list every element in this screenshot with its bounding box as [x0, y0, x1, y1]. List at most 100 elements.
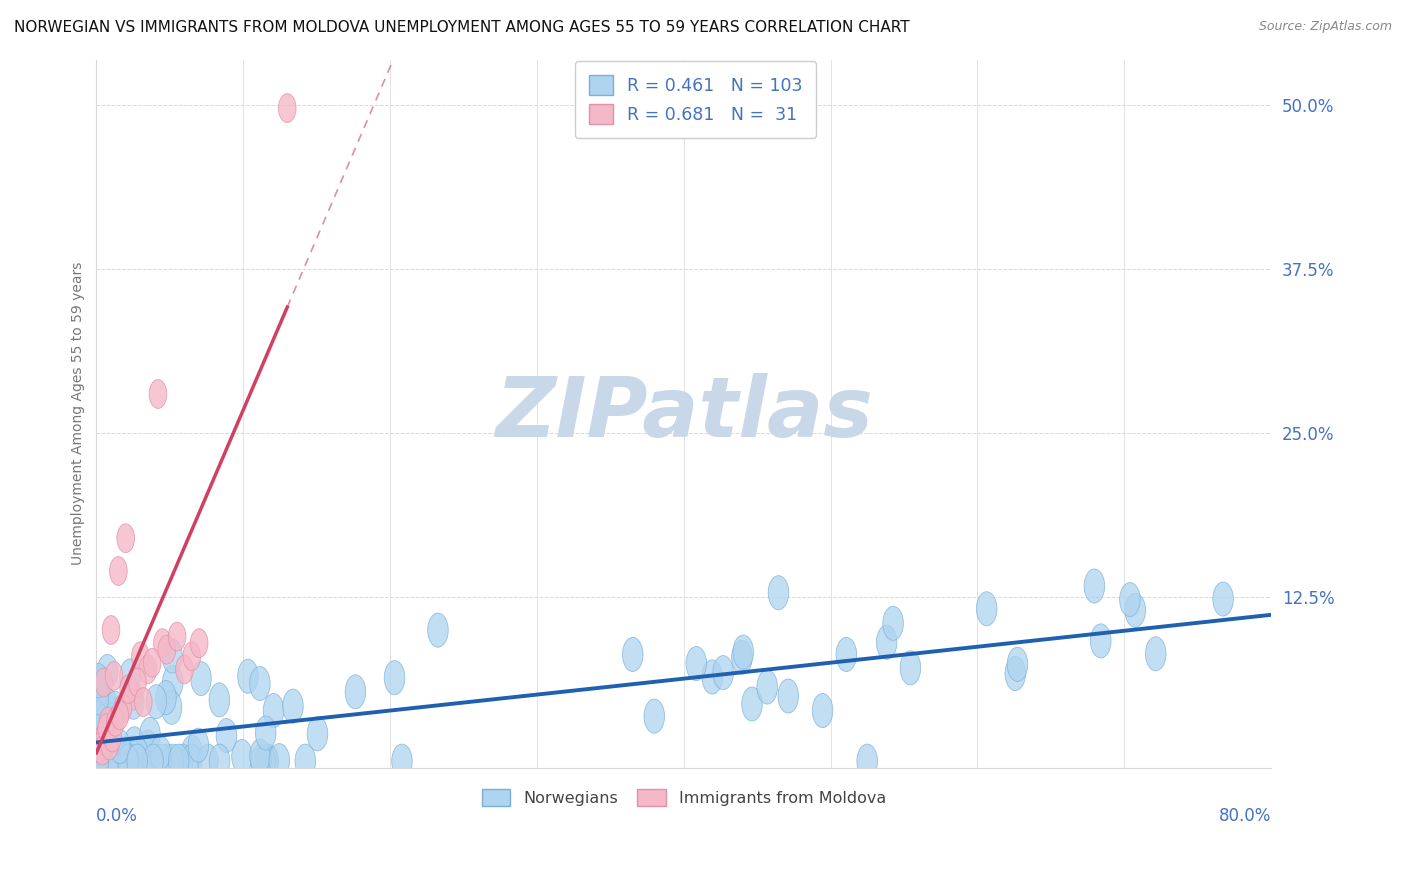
- Ellipse shape: [1213, 582, 1233, 616]
- Ellipse shape: [295, 744, 315, 778]
- Ellipse shape: [124, 727, 145, 761]
- Ellipse shape: [97, 721, 114, 749]
- Ellipse shape: [813, 693, 832, 728]
- Ellipse shape: [100, 707, 117, 736]
- Ellipse shape: [217, 718, 236, 753]
- Ellipse shape: [198, 744, 218, 778]
- Ellipse shape: [250, 739, 270, 773]
- Ellipse shape: [100, 707, 121, 741]
- Ellipse shape: [427, 613, 449, 648]
- Ellipse shape: [143, 744, 163, 778]
- Ellipse shape: [876, 625, 897, 659]
- Text: 0.0%: 0.0%: [97, 806, 138, 824]
- Ellipse shape: [1007, 648, 1028, 681]
- Ellipse shape: [139, 655, 156, 684]
- Ellipse shape: [238, 659, 259, 693]
- Ellipse shape: [153, 629, 172, 657]
- Ellipse shape: [110, 557, 127, 585]
- Ellipse shape: [138, 731, 159, 764]
- Ellipse shape: [143, 648, 160, 677]
- Ellipse shape: [191, 662, 211, 696]
- Ellipse shape: [98, 714, 115, 743]
- Ellipse shape: [163, 744, 184, 778]
- Ellipse shape: [97, 688, 118, 723]
- Ellipse shape: [104, 691, 125, 725]
- Ellipse shape: [157, 635, 176, 665]
- Ellipse shape: [152, 744, 172, 778]
- Ellipse shape: [149, 380, 167, 409]
- Ellipse shape: [257, 744, 278, 778]
- Ellipse shape: [742, 687, 762, 721]
- Ellipse shape: [100, 744, 121, 778]
- Ellipse shape: [98, 744, 120, 778]
- Ellipse shape: [124, 681, 142, 710]
- Ellipse shape: [104, 723, 121, 752]
- Ellipse shape: [283, 690, 304, 723]
- Ellipse shape: [733, 635, 754, 669]
- Ellipse shape: [209, 744, 229, 778]
- Ellipse shape: [209, 683, 229, 717]
- Ellipse shape: [132, 642, 149, 671]
- Ellipse shape: [103, 697, 124, 731]
- Ellipse shape: [157, 744, 177, 778]
- Ellipse shape: [87, 744, 107, 778]
- Ellipse shape: [188, 728, 208, 763]
- Ellipse shape: [731, 640, 752, 674]
- Ellipse shape: [118, 744, 139, 778]
- Ellipse shape: [183, 642, 201, 671]
- Ellipse shape: [128, 738, 148, 772]
- Ellipse shape: [173, 744, 193, 778]
- Ellipse shape: [644, 699, 665, 733]
- Text: ZIPatlas: ZIPatlas: [495, 373, 873, 454]
- Ellipse shape: [110, 730, 131, 764]
- Ellipse shape: [856, 744, 877, 778]
- Ellipse shape: [344, 674, 366, 709]
- Ellipse shape: [97, 655, 118, 689]
- Ellipse shape: [90, 665, 111, 700]
- Ellipse shape: [384, 661, 405, 695]
- Ellipse shape: [127, 744, 148, 778]
- Ellipse shape: [263, 693, 284, 728]
- Ellipse shape: [91, 727, 110, 756]
- Ellipse shape: [176, 655, 193, 684]
- Ellipse shape: [135, 688, 152, 716]
- Ellipse shape: [250, 744, 271, 778]
- Ellipse shape: [778, 679, 799, 713]
- Ellipse shape: [89, 681, 108, 715]
- Ellipse shape: [89, 695, 108, 729]
- Ellipse shape: [162, 639, 183, 673]
- Ellipse shape: [87, 739, 108, 774]
- Ellipse shape: [120, 674, 138, 704]
- Legend: Norwegians, Immigrants from Moldova: Norwegians, Immigrants from Moldova: [475, 782, 893, 813]
- Ellipse shape: [1146, 637, 1166, 671]
- Ellipse shape: [124, 685, 143, 719]
- Ellipse shape: [103, 744, 124, 778]
- Ellipse shape: [1125, 593, 1146, 627]
- Ellipse shape: [94, 668, 112, 697]
- Ellipse shape: [120, 744, 141, 778]
- Y-axis label: Unemployment Among Ages 55 to 59 years: Unemployment Among Ages 55 to 59 years: [72, 262, 86, 566]
- Ellipse shape: [121, 737, 141, 772]
- Text: NORWEGIAN VS IMMIGRANTS FROM MOLDOVA UNEMPLOYMENT AMONG AGES 55 TO 59 YEARS CORR: NORWEGIAN VS IMMIGRANTS FROM MOLDOVA UNE…: [14, 20, 910, 35]
- Ellipse shape: [86, 700, 107, 734]
- Ellipse shape: [257, 744, 278, 778]
- Ellipse shape: [105, 662, 122, 690]
- Ellipse shape: [837, 638, 856, 672]
- Ellipse shape: [900, 651, 921, 685]
- Ellipse shape: [120, 659, 141, 693]
- Ellipse shape: [256, 716, 276, 750]
- Ellipse shape: [150, 736, 170, 770]
- Ellipse shape: [1084, 569, 1105, 603]
- Ellipse shape: [139, 717, 160, 751]
- Ellipse shape: [121, 744, 141, 778]
- Ellipse shape: [392, 744, 412, 778]
- Ellipse shape: [169, 744, 188, 778]
- Ellipse shape: [713, 656, 734, 690]
- Ellipse shape: [101, 744, 122, 778]
- Ellipse shape: [87, 744, 108, 778]
- Ellipse shape: [250, 666, 270, 700]
- Ellipse shape: [97, 744, 117, 778]
- Ellipse shape: [156, 681, 176, 714]
- Ellipse shape: [145, 744, 165, 778]
- Ellipse shape: [93, 736, 111, 765]
